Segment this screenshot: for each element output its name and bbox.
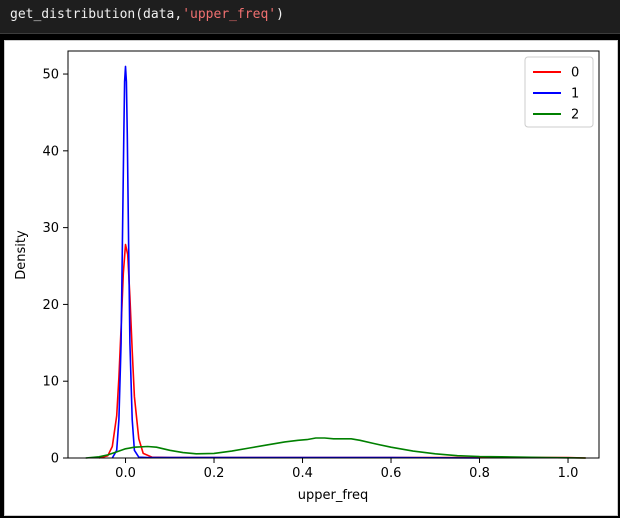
y-tick-label: 0: [51, 452, 59, 467]
legend-label-1: 1: [571, 87, 579, 102]
series-line-2: [85, 437, 586, 459]
x-tick-label: 1.0: [558, 466, 579, 481]
y-tick-label: 40: [42, 144, 59, 159]
x-tick-label: 0.4: [292, 466, 313, 481]
series-line-1: [111, 65, 480, 459]
x-tick-label: 0.6: [381, 466, 402, 481]
y-tick-label: 50: [42, 68, 59, 83]
x-tick-label: 0.0: [115, 466, 136, 481]
y-axis-label: Density: [14, 230, 29, 280]
plot-frame: [67, 50, 600, 459]
x-axis: 0.0 0.2 0.4 0.6 0.8 1.0: [115, 458, 578, 481]
code-string-arg: 'upper_freq': [182, 7, 277, 22]
y-tick-label: 10: [42, 375, 59, 390]
legend-label-0: 0: [571, 66, 579, 81]
y-axis: 0 10 20 30 40 50: [42, 68, 68, 467]
y-tick-label: 30: [42, 221, 59, 236]
series-line-0: [98, 243, 586, 459]
code-prefix: get_distribution(data,: [10, 7, 183, 22]
x-tick-label: 0.2: [204, 466, 225, 481]
y-tick-label: 20: [42, 298, 59, 313]
output-area: 0.0 0.2 0.4 0.6 0.8 1.0 0 10 20 30 40 50 upper_fre…: [4, 40, 618, 516]
x-axis-label: upper_freq: [298, 488, 368, 503]
x-tick-label: 0.8: [469, 466, 490, 481]
legend-label-2: 2: [571, 108, 579, 123]
code-suffix: ): [276, 7, 284, 22]
legend: 0 1 2: [524, 56, 594, 128]
code-cell[interactable]: get_distribution(data,'upper_freq'): [0, 0, 620, 34]
series-lines: [85, 65, 586, 459]
